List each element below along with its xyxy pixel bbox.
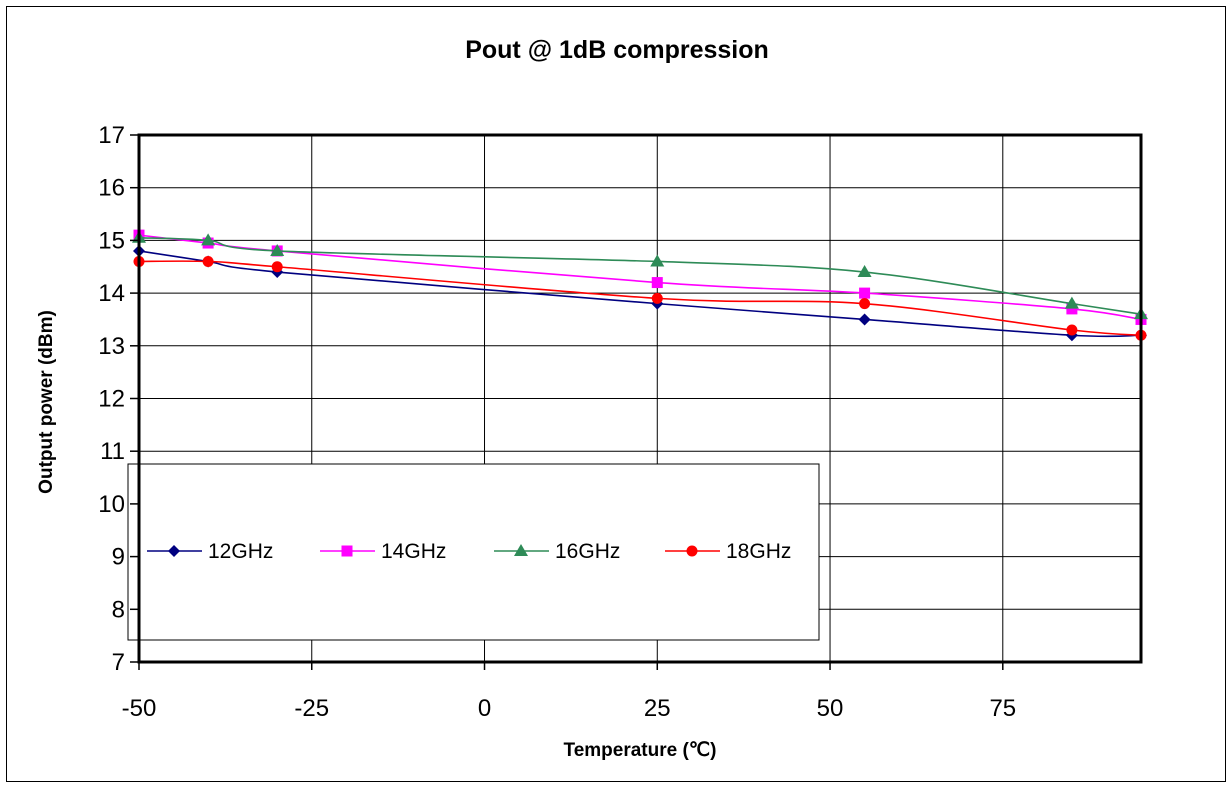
data-point-14ghz <box>651 277 663 289</box>
series-18ghz <box>133 255 1147 341</box>
x-tick-label: 50 <box>817 695 844 722</box>
legend-label-16ghz: 16GHz <box>555 540 620 563</box>
data-point-16ghz <box>857 265 872 278</box>
data-point-18ghz <box>651 292 663 304</box>
data-point-12ghz <box>858 313 871 326</box>
data-point-18ghz <box>859 298 871 310</box>
data-point-18ghz <box>202 255 214 267</box>
legend-item-16ghz: 16GHz <box>494 540 620 563</box>
legend-item-12ghz: 12GHz <box>147 540 273 563</box>
plot-border <box>137 133 1143 664</box>
legend-marker-18ghz <box>686 545 698 557</box>
legend-marker-16ghz <box>514 544 528 556</box>
y-tick-label: 13 <box>98 333 125 360</box>
data-point-14ghz <box>859 287 871 299</box>
x-tick-label: 0 <box>478 695 491 722</box>
x-tick-label: 25 <box>644 695 671 722</box>
x-tick-label: -25 <box>294 695 329 722</box>
y-tick-label: 16 <box>98 175 125 202</box>
legend-marker-12ghz <box>168 545 180 557</box>
data-point-16ghz <box>1064 296 1079 309</box>
y-tick-label: 7 <box>112 649 125 676</box>
data-point-16ghz <box>650 254 665 267</box>
y-tick-label: 10 <box>98 491 125 518</box>
y-tick-label: 8 <box>112 596 125 623</box>
x-tick-label: 75 <box>989 695 1016 722</box>
data-point-18ghz <box>271 261 283 273</box>
legend-label-14ghz: 14GHz <box>381 540 446 563</box>
legend-marker-14ghz <box>341 545 353 557</box>
data-point-18ghz <box>1066 324 1078 336</box>
y-tick-label: 9 <box>112 544 125 571</box>
legend-label-18ghz: 18GHz <box>726 540 791 563</box>
chart-title: Pout @ 1dB compression <box>465 36 769 64</box>
data-point-16ghz <box>270 243 285 256</box>
legend-label-12ghz: 12GHz <box>208 540 273 563</box>
legend: 12GHz 14GHz 16GHz 18GHz <box>127 463 820 641</box>
data-point-14ghz <box>1066 303 1078 315</box>
y-tick-label: 17 <box>98 122 125 149</box>
x-axis-label: Temperature (℃) <box>564 740 717 761</box>
y-tick-label: 14 <box>98 280 125 307</box>
legend-item-14ghz: 14GHz <box>320 540 446 563</box>
data-point-16ghz <box>201 233 216 246</box>
x-tick-label: -50 <box>122 695 157 722</box>
y-tick-label: 15 <box>98 227 125 254</box>
axis-layer: 7 8 9 10 11 12 13 14 15 16 17 -50 -25 0 25 50 75 <box>98 122 1143 722</box>
y-axis-label: Output power (dBm) <box>36 310 57 494</box>
y-tick-label: 11 <box>100 438 125 465</box>
y-tick-label: 12 <box>98 386 125 413</box>
legend-box <box>127 463 820 641</box>
legend-item-18ghz: 18GHz <box>665 540 791 563</box>
